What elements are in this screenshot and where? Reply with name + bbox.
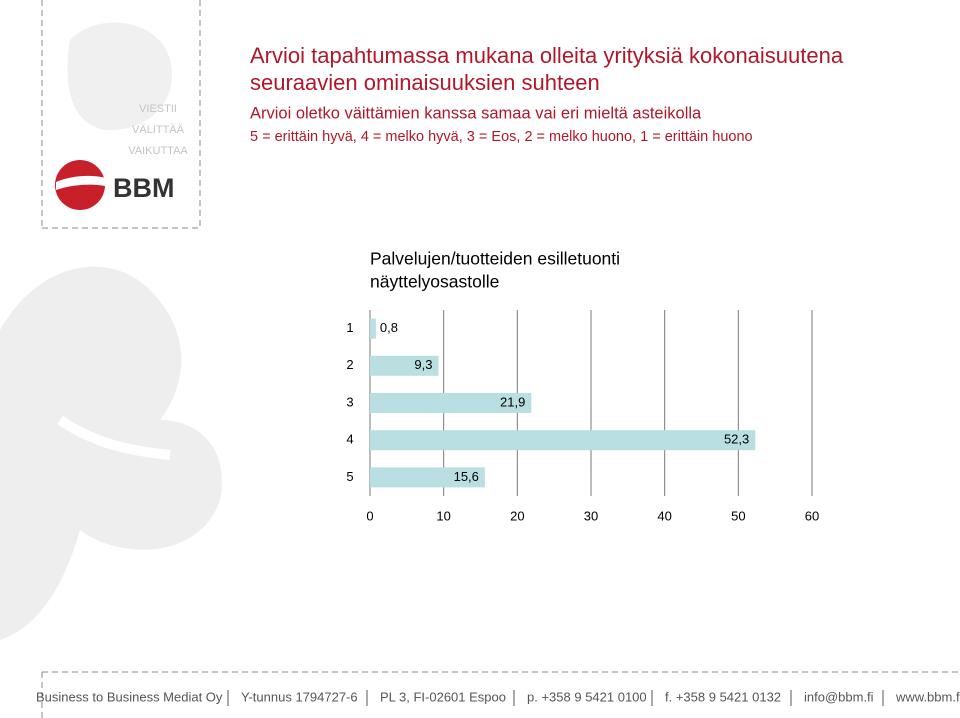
footer-item: p. +358 9 5421 0100 <box>527 689 647 704</box>
footer-item: info@bbm.fi <box>804 689 874 704</box>
x-tick-label: 10 <box>436 508 450 523</box>
logo-tagline: VIESTII <box>139 103 177 115</box>
x-tick-label: 50 <box>731 508 745 523</box>
value-label: 15,6 <box>454 469 479 484</box>
x-tick-label: 60 <box>805 508 819 523</box>
bar <box>370 393 532 413</box>
slide-title: seuraavien ominaisuuksien suhteen <box>250 70 600 95</box>
bar <box>370 467 485 488</box>
y-tick-label: 4 <box>346 432 353 447</box>
logo-tagline: VÄLITTÄÄ <box>132 124 185 136</box>
footer-item: Y-tunnus 1794727-6 <box>241 689 358 704</box>
y-tick-label: 5 <box>346 469 353 484</box>
x-tick-label: 20 <box>510 508 524 523</box>
logo-tagline: VAIKUTTAA <box>128 145 188 157</box>
chart-title: näyttelyosastolle <box>370 272 499 292</box>
logo-brand: BBM <box>113 173 175 203</box>
bbm-emblem <box>55 160 106 210</box>
footer-item: Business to Business Mediat Oy <box>36 689 223 704</box>
x-tick-label: 40 <box>657 508 671 523</box>
background-leaf <box>0 22 222 640</box>
y-tick-label: 2 <box>346 357 353 372</box>
value-label: 52,3 <box>724 432 749 447</box>
slide-title: Arvioi tapahtumassa mukana olleita yrity… <box>250 43 844 68</box>
footer-item: f. +358 9 5421 0132 <box>665 689 781 704</box>
x-tick-label: 0 <box>366 508 373 523</box>
chart-title: Palvelujen/tuotteiden esilletuonti <box>370 249 620 269</box>
frame-lines <box>41 0 960 718</box>
value-label: 0,8 <box>380 320 398 335</box>
x-tick-label: 30 <box>584 508 598 523</box>
footer-item: PL 3, FI-02601 Espoo <box>380 689 506 704</box>
slide-subtitle: Arvioi oletko väittämien kanssa samaa va… <box>250 104 702 122</box>
footer-item: www.bbm.fi <box>895 689 960 704</box>
value-label: 9,3 <box>414 357 432 372</box>
bar <box>370 430 756 451</box>
y-tick-label: 1 <box>346 320 353 335</box>
y-tick-label: 3 <box>346 394 353 409</box>
bar <box>370 355 439 376</box>
bar <box>370 318 376 339</box>
value-label: 21,9 <box>500 394 525 409</box>
scale-note: 5 = erittäin hyvä, 4 = melko hyvä, 3 = E… <box>250 129 753 145</box>
